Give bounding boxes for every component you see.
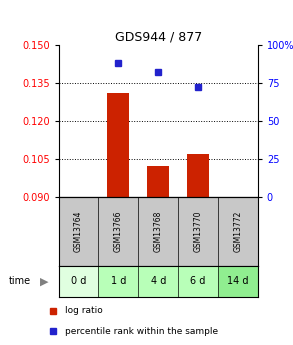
FancyBboxPatch shape xyxy=(59,266,98,297)
Text: ▶: ▶ xyxy=(40,276,48,286)
Text: log ratio: log ratio xyxy=(65,306,103,315)
Bar xyxy=(108,93,129,197)
Text: GSM13768: GSM13768 xyxy=(154,210,163,252)
Bar xyxy=(187,154,209,197)
Bar xyxy=(147,166,169,197)
Text: 1 d: 1 d xyxy=(111,276,126,286)
Text: GSM13764: GSM13764 xyxy=(74,210,83,252)
FancyBboxPatch shape xyxy=(98,266,138,297)
FancyBboxPatch shape xyxy=(178,266,218,297)
Text: time: time xyxy=(9,276,31,286)
Text: GSM13766: GSM13766 xyxy=(114,210,123,252)
Text: 4 d: 4 d xyxy=(151,276,166,286)
Text: GSM13770: GSM13770 xyxy=(194,210,202,252)
FancyBboxPatch shape xyxy=(218,266,258,297)
Title: GDS944 / 877: GDS944 / 877 xyxy=(115,31,202,44)
Text: 0 d: 0 d xyxy=(71,276,86,286)
Text: 6 d: 6 d xyxy=(190,276,206,286)
Text: GSM13772: GSM13772 xyxy=(234,210,242,252)
Text: percentile rank within the sample: percentile rank within the sample xyxy=(65,327,219,336)
Text: 14 d: 14 d xyxy=(227,276,249,286)
FancyBboxPatch shape xyxy=(138,266,178,297)
